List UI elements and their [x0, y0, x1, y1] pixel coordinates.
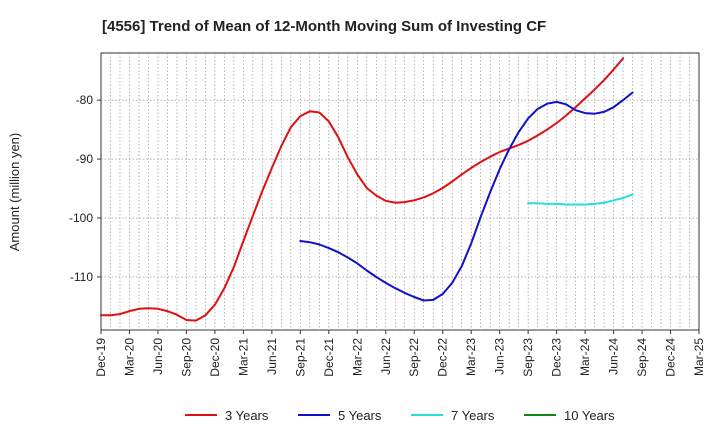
y-tick-label: -110	[70, 270, 93, 284]
x-tick-label: Dec-21	[322, 338, 336, 377]
legend-label: 7 Years	[451, 408, 495, 423]
x-tick-label: Jun-24	[607, 338, 621, 375]
x-tick-label: Mar-24	[578, 338, 592, 376]
plot-area	[100, 52, 700, 331]
x-tick-label: Dec-19	[94, 338, 108, 377]
legend: 3 Years 5 Years 7 Years 10 Years	[185, 408, 615, 423]
legend-label: 3 Years	[225, 408, 269, 423]
x-tick-label: Sep-23	[521, 338, 535, 377]
x-axis-ticks: Dec-19 Mar-20 Jun-20 Sep-20 Dec-20 Mar-21 Jun-…	[94, 330, 706, 377]
series-line-5-years	[299, 91, 634, 302]
x-tick-label: Mar-21	[236, 338, 250, 376]
x-gridlines	[110, 53, 690, 330]
y-tick-label: -90	[76, 152, 94, 166]
legend-label: 10 Years	[564, 408, 615, 423]
x-tick-label: Mar-20	[122, 338, 136, 376]
x-tick-label: Mar-25	[692, 338, 706, 376]
y-axis-title: Amount (million yen)	[7, 133, 22, 252]
x-tick-label: Mar-23	[464, 338, 478, 376]
x-tick-label: Jun-22	[379, 338, 393, 375]
x-tick-label: Sep-24	[635, 338, 649, 377]
y-tick-label: -80	[76, 93, 94, 107]
series-line-3-years	[100, 57, 625, 322]
legend-label: 5 Years	[338, 408, 382, 423]
y-axis-ticks: -110 -100 -90 -80	[69, 93, 101, 284]
x-tick-label: Dec-22	[436, 338, 450, 377]
x-tick-label: Jun-20	[151, 338, 165, 375]
x-tick-label: Jun-23	[493, 338, 507, 375]
x-tick-label: Sep-21	[293, 338, 307, 377]
series-line-7-years	[527, 193, 634, 206]
y-tick-label: -100	[69, 211, 93, 225]
chart-title: [4556] Trend of Mean of 12-Month Moving …	[102, 18, 546, 35]
x-tick-label: Mar-22	[350, 338, 364, 376]
series-lines	[100, 57, 634, 322]
x-tick-label: Sep-22	[407, 338, 421, 377]
y-gridlines	[101, 99, 699, 278]
x-tick-label: Sep-20	[179, 338, 193, 377]
x-tick-label: Jun-21	[265, 338, 279, 375]
x-tick-label: Dec-24	[664, 338, 678, 377]
x-tick-label: Dec-23	[550, 338, 564, 377]
x-tick-label: Dec-20	[208, 338, 222, 377]
